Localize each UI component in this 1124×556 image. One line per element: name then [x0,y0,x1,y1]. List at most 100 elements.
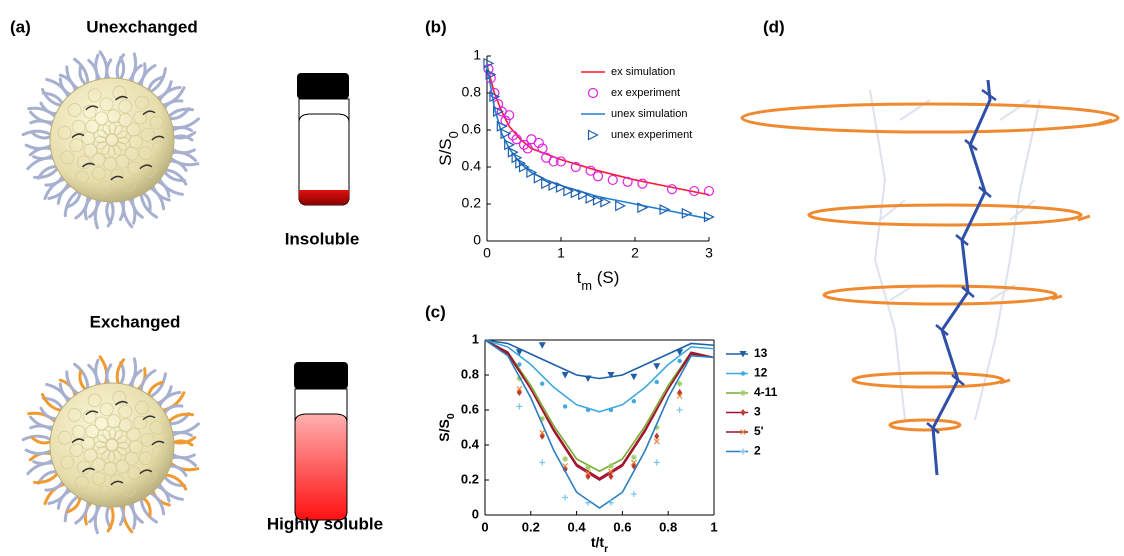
marker [562,456,569,462]
x-tick-label: 2 [631,245,639,261]
y-tick-label: 0.6 [462,121,482,137]
vial-cap [297,73,349,99]
core-atom [67,103,82,117]
marker [515,349,523,356]
marker [585,470,591,476]
core-atom [85,119,100,134]
marker [681,207,693,219]
marker [496,120,508,132]
marker [630,373,638,381]
solubility-label: Highly soluble [267,514,383,533]
core-atom [91,152,106,167]
core [49,77,175,203]
core-atom [75,475,89,490]
core-atom [135,400,149,415]
marker [539,429,546,436]
marker [659,204,671,216]
marker [485,69,497,80]
marker [608,468,614,475]
core-atom [116,130,131,145]
marker [600,196,612,208]
surface-ligand [139,164,153,170]
core-atom [76,155,91,170]
marker [666,184,678,195]
surface-ligand [114,95,128,101]
marker [540,381,545,386]
axis-label: S/S0 [436,413,457,442]
core-atom [122,177,137,192]
marker [562,494,569,501]
marker [570,187,582,199]
marker [592,194,604,206]
marker [676,393,683,399]
core-atom [112,85,127,100]
marker [585,464,592,471]
core-atom [118,99,133,114]
core-atom [149,115,164,130]
sample-title: Unexchanged [86,17,197,36]
y-tick-label: 0.4 [461,436,480,451]
series-line [484,339,715,480]
marker [516,403,523,410]
core-atom [87,88,102,103]
vial-body [298,98,350,206]
marker [608,407,614,413]
y-tick-label: 0 [473,232,481,248]
core-atom [140,432,155,447]
core-atom [110,473,125,488]
legend-marker [587,129,599,141]
series-line [484,339,715,473]
core-atom [69,138,84,153]
marker [561,372,569,379]
marker [562,404,568,409]
marker [653,459,660,466]
x-tick-label: 0.4 [568,519,587,534]
vial-liquid [299,190,349,205]
marker [607,499,614,506]
core-atom [142,163,157,177]
marker [515,157,527,169]
marker [516,386,523,392]
marker [689,185,700,197]
legend-label: 13 [754,346,768,360]
nanoparticle [21,355,200,535]
marker [522,143,533,154]
legend-label: ex experiment [611,87,680,99]
surface-ligand [81,467,95,473]
marker [539,415,546,422]
marker [584,375,592,382]
y-tick-label: 0.6 [461,401,479,416]
marker [518,161,530,173]
core-atom [57,125,72,140]
core-atom [93,135,108,150]
y-tick-label: 0.2 [461,471,479,486]
core-atom [118,113,133,128]
marker [483,57,495,69]
core-atom [118,418,133,433]
marker [504,110,515,121]
legend-marker [740,429,746,435]
surface-ligand [85,410,99,416]
axis-label-sub: 0 [445,413,457,419]
marker [676,349,684,356]
marker [517,362,522,367]
vial-cap [294,362,348,389]
axis-label-main: S/S [436,419,452,442]
axis-label-sub: r [604,543,608,555]
core-atom [60,150,75,165]
surface-ligand [142,110,156,116]
x-tick-label: 0.2 [522,519,540,534]
core-atom [60,455,75,470]
surface-ligand [71,438,85,444]
marker [533,172,545,184]
surface-ligand [110,175,124,181]
core-atom [135,95,149,110]
core-atom [129,134,143,149]
series-line [484,339,715,509]
core-atom [71,424,86,439]
legend: 13 12 4-11 3 5' 2 [726,346,778,458]
surface-ligand [110,480,124,486]
marker [585,499,592,506]
core-atom [102,426,117,441]
